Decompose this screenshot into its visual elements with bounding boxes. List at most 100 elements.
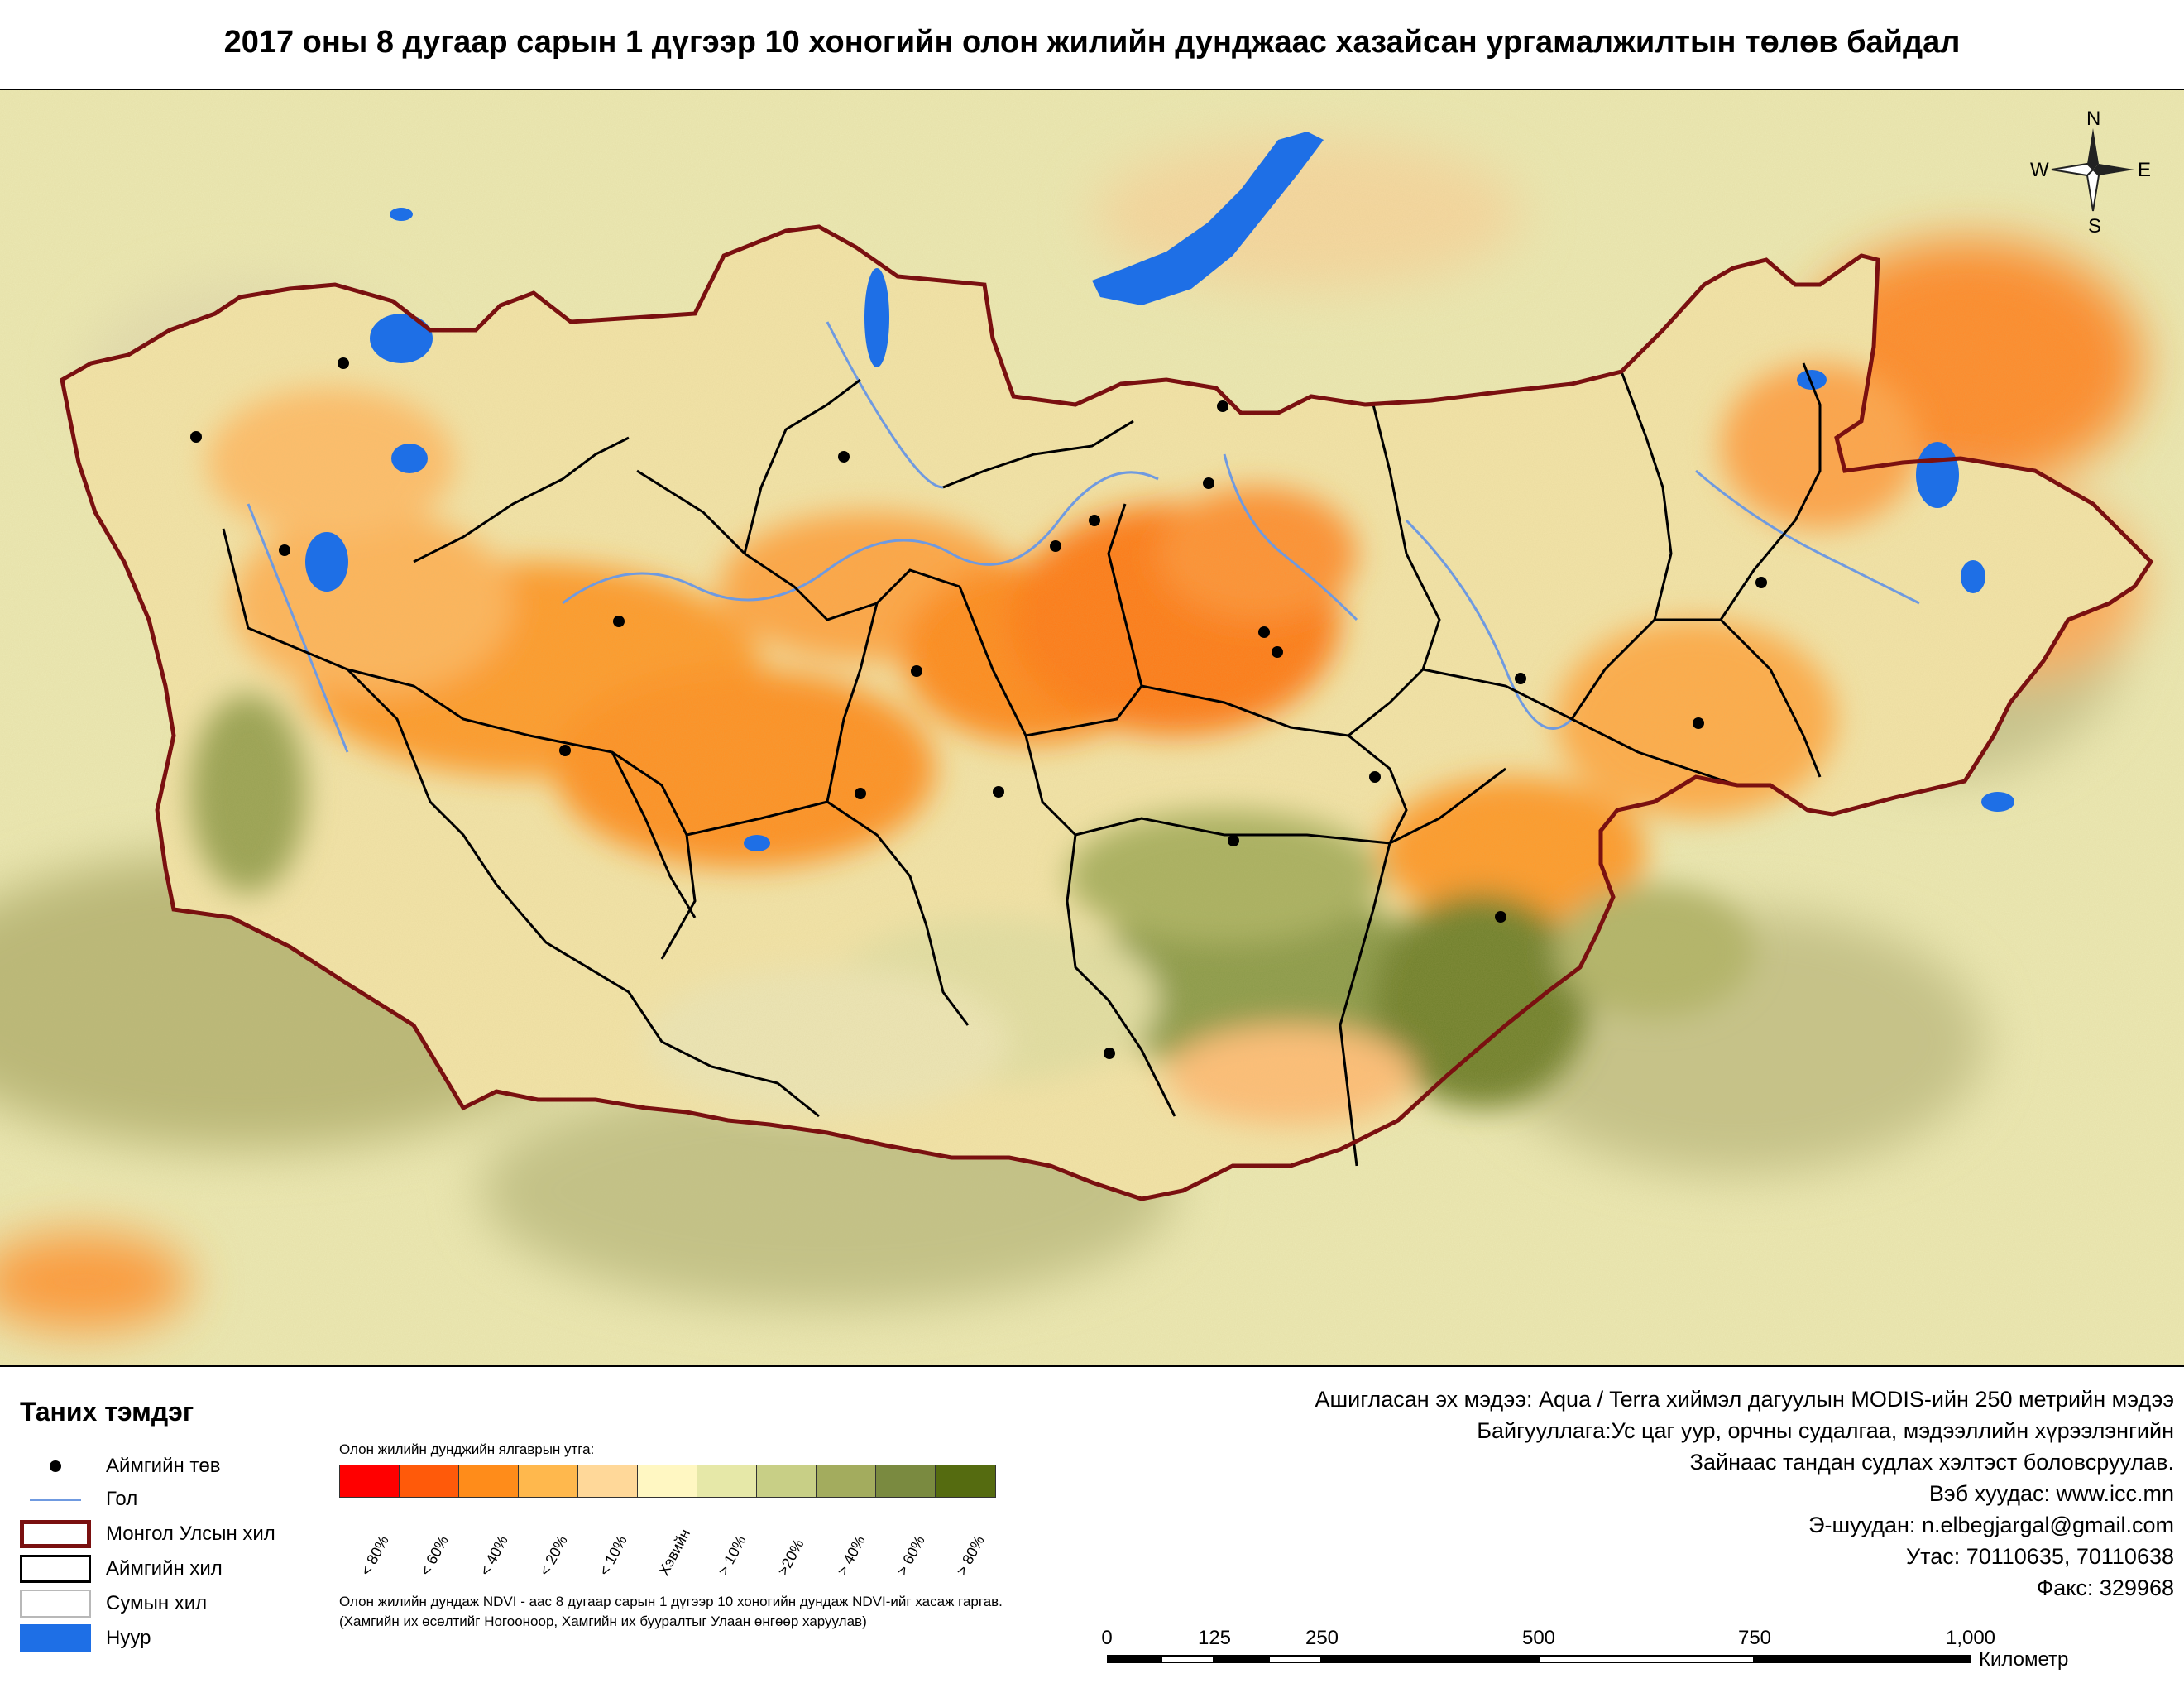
legend-title: Таних тэмдэг	[20, 1397, 194, 1427]
scale-tick-label: 0	[1101, 1627, 1113, 1649]
province-center-dot	[1755, 577, 1767, 588]
province-border-line	[1719, 362, 1822, 621]
compass-w-label: W	[2030, 159, 2049, 181]
scale-segment	[1214, 1655, 1268, 1663]
province-center-dot	[1495, 911, 1506, 923]
scale-tick-label: 125	[1197, 1627, 1232, 1649]
province-center-dot	[993, 786, 1004, 798]
province-center-dot	[1104, 1048, 1115, 1059]
province-center-dot	[1515, 673, 1526, 684]
ramp-label: < 60%	[417, 1532, 452, 1579]
province-border-line	[942, 420, 1134, 489]
province-border-line	[958, 586, 1176, 1117]
lake-small-ne	[1797, 370, 1827, 390]
scale-tick-label: 1,000	[1945, 1627, 1996, 1649]
ramp-label: Хэвийн	[655, 1526, 694, 1579]
ramp-swatch	[757, 1465, 817, 1497]
province-border-line	[826, 568, 960, 803]
soum-border-icon	[20, 1590, 91, 1618]
scale-tick-label: 500	[1521, 1627, 1556, 1649]
lake-khulun	[1916, 442, 1959, 508]
legend-label: Гол	[106, 1488, 138, 1510]
national-border-icon	[20, 1520, 91, 1548]
info-web[interactable]: Вэб хуудас: www.icc.mn	[1928, 1481, 2174, 1506]
ramp-label: < 80%	[357, 1532, 392, 1579]
note-line-1: Олон жилийн дундаж NDVI - аас 8 дугаар с…	[339, 1594, 1003, 1609]
scale-tick-label: 750	[1737, 1627, 1772, 1649]
ramp-label: > 40%	[834, 1532, 869, 1579]
ramp-label: >20%	[774, 1536, 807, 1579]
lake-khar-us	[305, 532, 348, 592]
legend-label: Аймгийн төв	[106, 1455, 221, 1477]
province-border-line	[636, 469, 878, 621]
lake-baikal	[1092, 132, 1324, 305]
province-center-dot	[911, 665, 922, 677]
province-center-dot	[613, 616, 625, 627]
province-border-line	[611, 751, 697, 918]
compass-west-arrow	[2051, 162, 2095, 177]
ramp-swatch	[519, 1465, 578, 1497]
ramp-swatch	[578, 1465, 638, 1497]
ramp-label: > 80%	[953, 1532, 988, 1579]
province-center-dot	[1228, 835, 1239, 846]
ramp-label: > 60%	[893, 1532, 928, 1579]
province-center-dot	[1272, 646, 1283, 658]
province-center-dot	[190, 431, 202, 443]
scale-segment	[1322, 1655, 1539, 1663]
compass-north-arrow	[2087, 128, 2099, 170]
compass-s-label: S	[2088, 215, 2101, 237]
scale-segment	[1268, 1655, 1322, 1663]
province-center-dot	[1217, 400, 1228, 412]
compass-east-arrow	[2093, 164, 2134, 175]
province-center-dot	[1258, 626, 1270, 638]
lake-small-north	[390, 208, 413, 221]
ramp-swatch	[340, 1465, 400, 1497]
ramp-swatch	[459, 1465, 519, 1497]
legend-label: Нуур	[106, 1627, 151, 1649]
province-center-dot	[1693, 717, 1704, 729]
ramp-swatch	[817, 1465, 876, 1497]
legend-item-province-center: Аймгийн төв	[20, 1451, 221, 1481]
scale-segment	[1161, 1655, 1214, 1663]
legend-label: Сумын хил	[106, 1592, 208, 1614]
scale-segment	[1107, 1655, 1161, 1663]
texture-overlay	[0, 90, 2184, 1365]
compass-rose: N S E W	[2030, 108, 2151, 237]
lake-small-east	[1981, 792, 2014, 812]
info-email[interactable]: Э-шуудан: n.elbegjargal@gmail.com	[1808, 1513, 2174, 1537]
legend-item-soum-border: Сумын хил	[20, 1589, 207, 1618]
info-source: Ашигласан эх мэдээ: Aqua / Terra хиймэл …	[1315, 1387, 2174, 1412]
ramp-swatch	[638, 1465, 697, 1497]
note-line-2: (Хамгийн их өсөлтийг Ногооноор, Хамгийн …	[339, 1614, 867, 1629]
province-border-line	[1422, 668, 1738, 787]
legend-item-river: Гол	[20, 1484, 137, 1514]
province-center-dot	[279, 544, 290, 556]
province-center-dot	[855, 788, 866, 799]
lake-khuvsgul	[864, 268, 889, 367]
lake-buir	[1961, 560, 1985, 593]
dot-icon	[50, 1460, 61, 1472]
river-onon	[1695, 469, 1920, 605]
province-border-line	[1570, 371, 1673, 720]
ramp-swatch	[876, 1465, 936, 1497]
map-title: 2017 оны 8 дугаар сарын 1 дүгээр 10 хоно…	[223, 25, 1961, 60]
compass-e-label: E	[2138, 159, 2151, 181]
ramp-label: < 20%	[536, 1532, 571, 1579]
ramp-swatch	[936, 1465, 995, 1497]
scale-segment	[1539, 1655, 1755, 1663]
info-processed: Зайнаас тандан судлах хэлтэст боловсруул…	[1689, 1450, 2174, 1475]
province-border-icon	[20, 1555, 91, 1583]
legend-label: Монгол Улсын хил	[106, 1523, 275, 1545]
ramp-swatch	[400, 1465, 459, 1497]
info-phone: Утас: 70110635, 70110638	[1906, 1544, 2174, 1569]
province-border-line	[413, 436, 630, 563]
river-selenge	[562, 471, 1159, 605]
info-org: Байгууллага:Ус цаг уур, орчны судалгаа, …	[1477, 1418, 2174, 1443]
province-border-line	[1389, 767, 1506, 845]
province-center-dot	[559, 745, 571, 756]
ramp-label: < 10%	[596, 1532, 630, 1579]
province-centers	[190, 357, 1767, 1059]
legend-item-lake: Нуур	[20, 1623, 151, 1653]
map-area[interactable]: N S E W	[0, 89, 2184, 1367]
province-border-line	[743, 378, 861, 554]
